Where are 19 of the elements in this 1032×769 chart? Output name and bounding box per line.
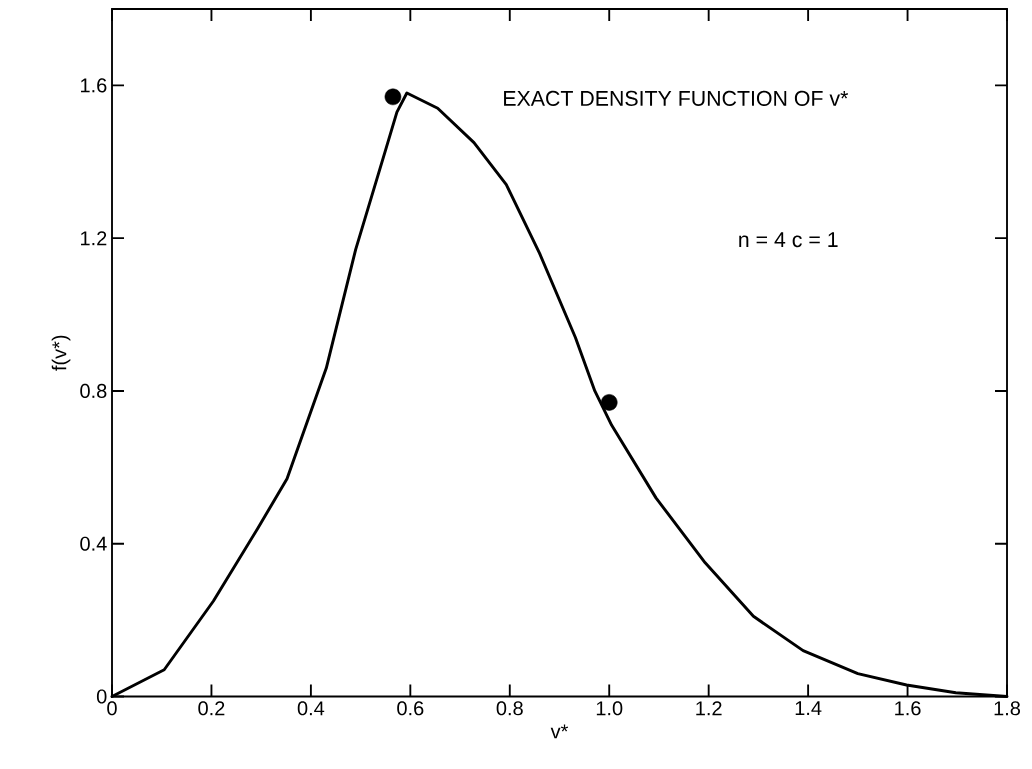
x-tick-label: 1.2 bbox=[696, 701, 722, 716]
y-tick-label: 0.8 bbox=[80, 383, 107, 399]
x-tick-label: 1.8 bbox=[994, 701, 1021, 716]
y-tick-label: 1.2 bbox=[81, 231, 107, 246]
annotation: n = 4 c = 1 bbox=[739, 232, 838, 248]
x-tick-label: 0.8 bbox=[496, 701, 523, 716]
text: EXACT DENSITY FUNCTION OF v* bbox=[504, 90, 849, 106]
y-tick-label: 1.6 bbox=[81, 78, 107, 93]
y-axis-title: f(v*) bbox=[51, 335, 71, 371]
x-tick-label: 0.2 bbox=[198, 701, 225, 716]
x-tick-label: 0 bbox=[107, 701, 117, 716]
x-tick-label: 0.4 bbox=[297, 701, 325, 716]
x-tick-label: 1.0 bbox=[596, 701, 623, 716]
x-tick-label: 1.4 bbox=[795, 701, 822, 715]
x-axis-title: v* bbox=[550, 724, 569, 739]
x-tick-label: 0.6 bbox=[397, 701, 424, 716]
x-tick-label: 1.6 bbox=[895, 701, 921, 716]
y-tick-label: 0.4 bbox=[80, 536, 107, 551]
y-tick-label: 0 bbox=[96, 689, 107, 704]
